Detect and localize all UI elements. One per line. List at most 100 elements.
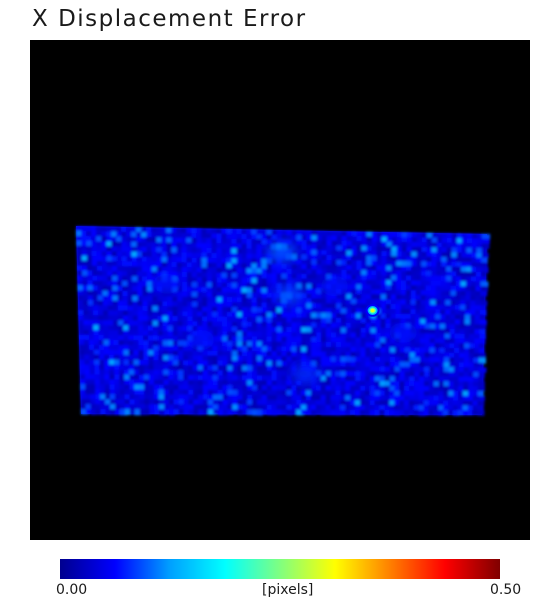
heatmap-cell: [433, 410, 439, 416]
heatmap-cell: [404, 381, 410, 387]
heatmap-cell: [121, 251, 128, 257]
heatmap-cell: [117, 281, 123, 288]
heatmap-cell: [171, 232, 177, 239]
heatmap-cell: [311, 308, 318, 314]
heatmap-cell: [385, 309, 392, 314]
heatmap-cell: [247, 380, 253, 386]
heatmap-cell: [414, 381, 422, 387]
heatmap-cell: [420, 304, 429, 310]
heatmap-cell: [183, 380, 190, 386]
heatmap-cell: [211, 253, 220, 259]
heatmap-cell: [251, 307, 257, 313]
heatmap-cell: [147, 271, 155, 278]
heatmap-cell: [325, 342, 334, 348]
heatmap-cell: [445, 295, 453, 302]
heatmap-cell: [105, 394, 111, 400]
heatmap-cell: [449, 362, 455, 368]
heatmap-cell: [345, 313, 354, 320]
heatmap-cell: [271, 268, 277, 275]
heatmap-cell: [380, 299, 387, 305]
heatmap-cell: [291, 390, 298, 397]
heatmap-cell: [192, 350, 201, 357]
heatmap-cell: [325, 400, 334, 406]
heatmap-cell: [156, 266, 165, 273]
heatmap-cell: [246, 258, 253, 265]
heatmap-cell: [424, 352, 431, 358]
heatmap-cell: [103, 310, 111, 317]
heatmap-cell: [316, 279, 324, 285]
heatmap-cell: [126, 231, 133, 237]
heatmap-cell: [446, 233, 453, 239]
heatmap-cell: [379, 376, 385, 382]
heatmap-cell: [455, 276, 463, 282]
heatmap-cell: [226, 287, 235, 293]
heatmap-cell: [448, 400, 454, 406]
heatmap-cell: [149, 399, 156, 405]
heatmap-cell: [409, 390, 416, 397]
heatmap-cell: [232, 336, 240, 343]
heatmap-cell: [211, 243, 218, 249]
heatmap-cell: [97, 270, 105, 276]
heatmap-cell: [261, 351, 270, 357]
heatmap-cell: [476, 267, 484, 273]
heatmap-cell: [465, 281, 474, 287]
heatmap-cell: [403, 410, 409, 417]
heatmap-cell: [459, 338, 466, 344]
heatmap-cell: [311, 240, 318, 247]
heatmap-cell: [350, 332, 357, 339]
heatmap-cell: [296, 269, 303, 275]
heatmap-cell: [474, 333, 483, 341]
heatmap-cell: [93, 305, 100, 311]
heatmap-cell: [381, 232, 388, 239]
heatmap-cell: [346, 265, 354, 271]
heatmap-cell: [336, 308, 344, 315]
heatmap-cell: [321, 274, 330, 281]
heatmap-cell: [121, 226, 129, 232]
heatmap-cell: [133, 345, 141, 351]
heatmap-cell: [241, 282, 248, 288]
heatmap-cell: [101, 231, 107, 237]
heatmap-cell: [350, 323, 358, 328]
heatmap-cell: [83, 334, 90, 341]
heatmap-cell: [301, 317, 308, 323]
heatmap-cell: [345, 332, 353, 338]
heatmap-cell: [472, 391, 481, 397]
heatmap-cell: [141, 266, 149, 272]
heatmap-cell: [147, 315, 156, 323]
heatmap-cell: [137, 271, 144, 277]
heatmap-cell: [320, 390, 329, 397]
heatmap-cell: [336, 298, 345, 304]
heatmap-cell: [92, 280, 98, 286]
heatmap-cell: [217, 355, 223, 362]
heatmap-cell: [197, 301, 205, 308]
heatmap-cell: [482, 233, 491, 240]
heatmap-cell: [271, 399, 280, 406]
heatmap-cell: [217, 326, 223, 332]
heatmap-cell: [237, 360, 245, 367]
heatmap-cell: [138, 369, 147, 376]
heatmap-cell: [266, 341, 274, 348]
heatmap-cell: [276, 307, 283, 313]
heatmap-cell: [183, 404, 191, 411]
heatmap-cell: [186, 237, 192, 243]
heatmap-cell: [177, 306, 184, 313]
heatmap-cell: [331, 318, 338, 324]
heatmap-cell: [231, 277, 239, 283]
heatmap-cell: [212, 311, 219, 317]
heatmap-cell: [196, 243, 202, 249]
heatmap-cell: [226, 253, 232, 259]
heatmap-cell: [286, 400, 295, 407]
heatmap-cell: [261, 268, 269, 275]
heatmap-cell: [441, 271, 450, 278]
heatmap-cell: [340, 400, 347, 406]
heatmap-cell: [296, 327, 303, 333]
heatmap-cell: [261, 292, 270, 299]
heatmap-cell: [222, 350, 230, 357]
heatmap-cell: [107, 275, 116, 282]
heatmap-cell: [390, 294, 399, 301]
heatmap-cell: [114, 359, 120, 366]
heatmap-cell: [375, 342, 382, 349]
heatmap-cell: [217, 380, 225, 387]
heatmap-cell: [118, 340, 126, 346]
heatmap-cell: [430, 304, 439, 310]
